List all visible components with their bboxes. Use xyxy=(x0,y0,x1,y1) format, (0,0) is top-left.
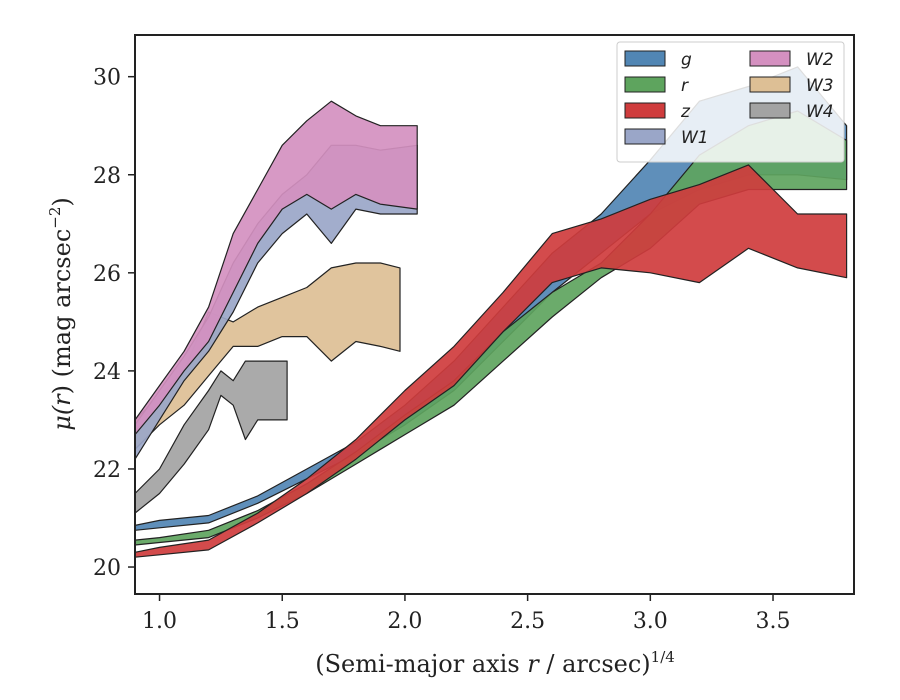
x-tick-label: 1.5 xyxy=(265,609,300,634)
y-tick-label: 22 xyxy=(93,458,121,483)
x-axis-label-exponent: 1/4 xyxy=(651,648,675,666)
y-axis-ticks: 20 22 24 26 28 30 xyxy=(93,66,135,581)
x-axis-label-var: r xyxy=(527,650,540,678)
legend-label-w2: W2 xyxy=(806,50,834,70)
band-w2 xyxy=(134,100,418,436)
band-w4 xyxy=(134,360,288,514)
y-tick-label: 28 xyxy=(93,164,121,189)
y-tick-label: 20 xyxy=(93,556,121,581)
x-axis-ticks: 1.0 1.5 2.0 2.5 3.0 3.5 xyxy=(142,594,791,634)
y-axis-label-after: ) (mag arcsec xyxy=(48,229,76,395)
legend-label-g: g xyxy=(681,50,692,70)
x-axis-label: (Semi-major axis r / arcsec)1/4 xyxy=(315,648,675,678)
legend-swatch-w3 xyxy=(749,76,791,93)
legend-label-w1: W1 xyxy=(681,128,709,148)
band-z xyxy=(134,164,848,558)
y-axis-label-mu: μ( xyxy=(48,405,76,431)
legend: grz W1 W2 W3 W4 xyxy=(616,41,845,163)
series-layer xyxy=(134,66,848,558)
y-axis-label-var: r xyxy=(48,393,76,406)
y-tick-label: 24 xyxy=(93,360,121,385)
x-tick-label: 3.5 xyxy=(756,609,791,634)
plot-frame xyxy=(134,34,855,595)
y-axis-label-close: ) xyxy=(48,197,76,206)
legend-swatch-r xyxy=(624,76,666,93)
y-tick-label: 26 xyxy=(93,262,121,287)
legend-swatch-z xyxy=(624,102,666,119)
x-axis-label-middle: / arcsec) xyxy=(539,650,651,678)
x-tick-label: 2.0 xyxy=(387,609,422,634)
legend-label-r: r xyxy=(681,76,689,96)
legend-swatch-g xyxy=(624,50,666,67)
legend-swatch-w1 xyxy=(624,128,666,145)
legend-swatch-w4 xyxy=(749,102,791,119)
x-tick-label: 3.0 xyxy=(633,609,668,634)
band-w3 xyxy=(134,262,401,450)
legend-label-z: z xyxy=(680,102,691,122)
legend-label-w3: W3 xyxy=(806,76,834,96)
x-tick-label: 2.5 xyxy=(510,609,545,634)
x-axis-label-prefix: (Semi-major axis xyxy=(315,650,527,678)
y-axis-label-exponent: −2 xyxy=(46,207,64,229)
legend-label-w4: W4 xyxy=(806,102,834,122)
legend-swatch-w2 xyxy=(749,50,791,67)
y-tick-label: 30 xyxy=(93,66,121,91)
legend-frame xyxy=(616,41,845,163)
x-tick-label: 1.0 xyxy=(142,609,177,634)
y-axis-label: μ(r) (mag arcsec−2) xyxy=(46,197,76,431)
